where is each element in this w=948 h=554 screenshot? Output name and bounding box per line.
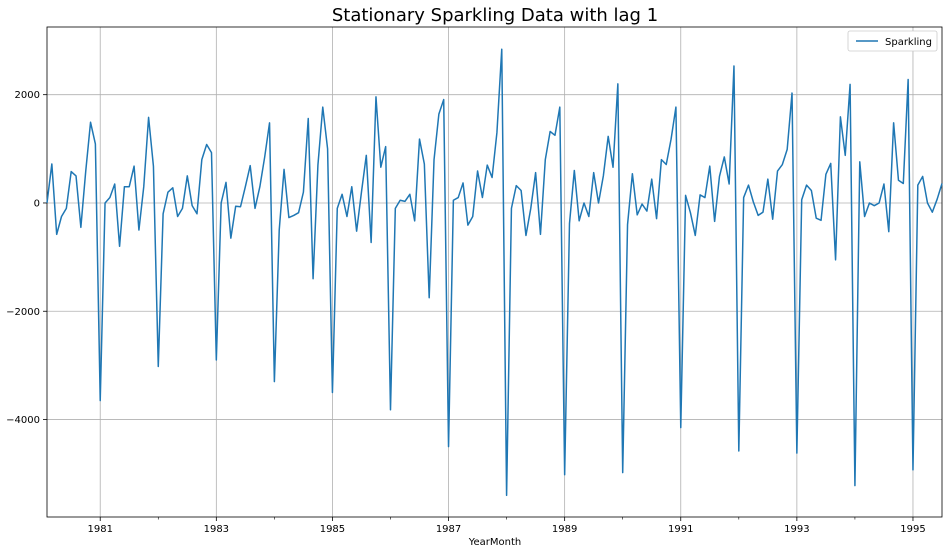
legend-label: Sparkling — [885, 37, 932, 48]
y-tick-label: 2000 — [15, 90, 40, 101]
x-tick-label: 1983 — [204, 524, 229, 535]
x-tick-label: 1981 — [87, 524, 112, 535]
legend-box — [847, 30, 938, 52]
x-axis-label: YearMonth — [468, 537, 522, 548]
legend: Sparkling — [847, 30, 938, 52]
x-tick-label: 1991 — [668, 524, 693, 535]
series-line-sparkling — [46, 48, 943, 497]
y-tick-label: 0 — [34, 198, 40, 209]
chart-title: Stationary Sparkling Data with lag 1 — [332, 5, 658, 26]
series-layer — [46, 48, 943, 497]
y-tick-label: −4000 — [6, 415, 40, 426]
x-tick-label: 1987 — [436, 524, 461, 535]
plot-area-frame — [46, 26, 943, 518]
x-tick-label: 1985 — [320, 524, 345, 535]
axis-ticks: −4000 −2000 0 2000 1981 1983 1985 1987 1989 1991 1… — [6, 90, 926, 535]
grid-lines — [47, 27, 942, 517]
x-tick-label: 1993 — [784, 524, 809, 535]
x-tick-label: 1995 — [900, 524, 925, 535]
x-tick-label: 1989 — [552, 524, 577, 535]
y-tick-label: −2000 — [6, 307, 40, 318]
